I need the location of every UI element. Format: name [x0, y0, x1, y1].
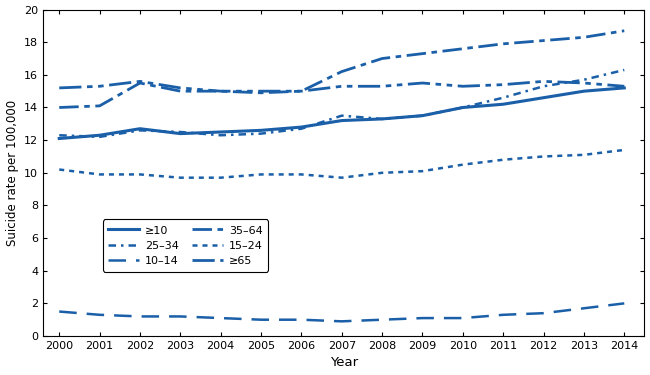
X-axis label: Year: Year [330, 357, 358, 369]
Legend: ≥10, 25–34, 10–14, 35–64, 15–24, ≥65: ≥10, 25–34, 10–14, 35–64, 15–24, ≥65 [103, 219, 268, 272]
Y-axis label: Suicide rate per 100,000: Suicide rate per 100,000 [6, 100, 19, 246]
